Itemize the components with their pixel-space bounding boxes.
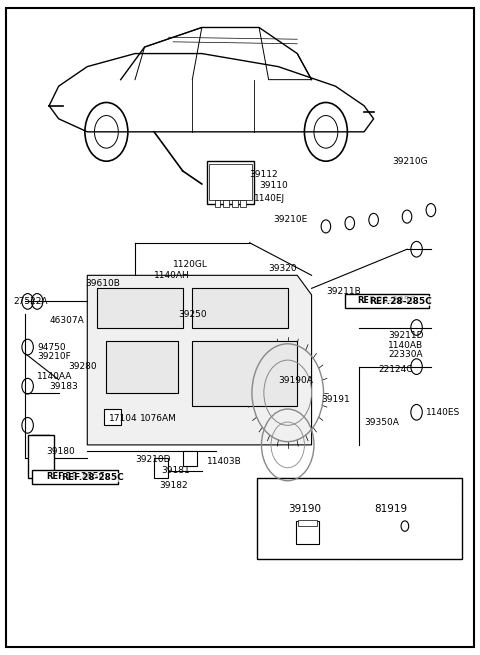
Text: 81919: 81919 (394, 483, 427, 494)
Text: 46307A: 46307A (49, 316, 84, 326)
Bar (296, 521, 319, 544)
Text: 39183: 39183 (49, 382, 78, 390)
Text: 39190: 39190 (288, 504, 321, 514)
Text: 39191: 39191 (321, 395, 350, 403)
Text: 1076AM: 1076AM (140, 415, 177, 423)
Text: 94750: 94750 (37, 343, 66, 352)
Text: 39181: 39181 (161, 466, 190, 476)
Bar (299, 519, 317, 526)
Bar (107, 341, 178, 393)
Text: 39211B: 39211B (326, 287, 360, 296)
Text: 22330A: 22330A (388, 350, 422, 360)
Text: 39112: 39112 (250, 170, 278, 179)
Text: 39190A: 39190A (278, 377, 313, 386)
Bar (240, 200, 246, 207)
Text: 39211D: 39211D (388, 331, 423, 340)
Text: 17104: 17104 (109, 415, 137, 423)
Text: 39210D: 39210D (135, 455, 170, 464)
Text: 39210F: 39210F (37, 352, 71, 362)
Text: 39110: 39110 (259, 181, 288, 190)
Bar (104, 409, 120, 425)
Text: 1140AB: 1140AB (388, 341, 423, 350)
Bar (232, 200, 238, 207)
Text: 1140AH: 1140AH (154, 271, 190, 280)
Bar (33, 470, 118, 484)
Bar (192, 341, 297, 405)
Text: 81919: 81919 (374, 504, 408, 514)
Bar (192, 288, 288, 328)
Text: 39350A: 39350A (364, 418, 399, 426)
Text: 39210G: 39210G (393, 157, 428, 166)
Text: 39210E: 39210E (274, 215, 308, 225)
Text: 1140ES: 1140ES (426, 408, 460, 417)
Bar (154, 458, 168, 477)
Polygon shape (87, 275, 312, 445)
Bar (223, 200, 229, 207)
Bar (215, 200, 220, 207)
Text: 39320: 39320 (269, 265, 297, 273)
Text: 1140AA: 1140AA (37, 372, 72, 381)
Bar (28, 435, 54, 477)
Bar (183, 451, 197, 466)
Text: REF.28-285C: REF.28-285C (46, 472, 105, 481)
Bar (97, 288, 183, 328)
Text: REF.28-285C: REF.28-285C (61, 473, 124, 482)
Text: 39190: 39190 (291, 483, 324, 494)
Text: 39180: 39180 (47, 447, 75, 456)
Bar (345, 293, 429, 308)
Text: REF.28-285C: REF.28-285C (358, 296, 416, 305)
Bar (209, 164, 252, 200)
Text: 39250: 39250 (178, 310, 206, 319)
Text: REF.28-285C: REF.28-285C (369, 297, 432, 306)
Text: 27522A: 27522A (13, 297, 48, 306)
Text: 39182: 39182 (159, 481, 188, 490)
Bar (257, 477, 462, 559)
Text: 39280: 39280 (68, 362, 97, 371)
Bar (206, 161, 254, 204)
Text: 11403B: 11403B (206, 457, 241, 466)
Text: 39610B: 39610B (85, 279, 120, 288)
Text: 1140EJ: 1140EJ (254, 194, 286, 203)
Text: 22124C: 22124C (378, 365, 413, 375)
Text: 1120GL: 1120GL (173, 260, 208, 269)
